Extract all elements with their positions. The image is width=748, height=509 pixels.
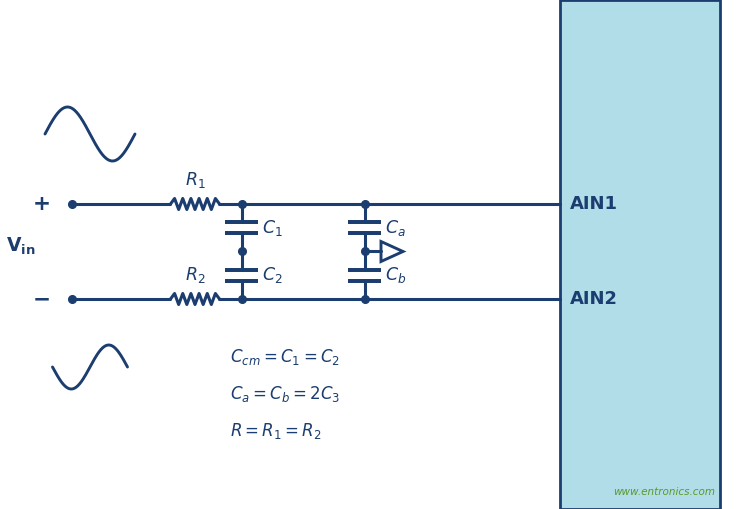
Text: $C_{cm} = C_1 = C_2$: $C_{cm} = C_1 = C_2$ (230, 347, 340, 367)
Text: AIN1: AIN1 (570, 195, 618, 213)
Text: $\mathbf{V_{in}}$: $\mathbf{V_{in}}$ (6, 236, 36, 257)
Text: $C_b$: $C_b$ (385, 265, 406, 285)
Text: −: − (33, 289, 51, 309)
Text: $R_1$: $R_1$ (185, 170, 206, 190)
Text: $R = R_1 = R_2$: $R = R_1 = R_2$ (230, 421, 322, 441)
Text: AIN2: AIN2 (570, 290, 618, 308)
Text: $C_a = C_b = 2C_3$: $C_a = C_b = 2C_3$ (230, 384, 340, 404)
Text: $C_a$: $C_a$ (385, 218, 405, 238)
Text: $R_2$: $R_2$ (185, 265, 205, 285)
Bar (560, 0, 720, 509)
Text: $C_1$: $C_1$ (262, 218, 283, 238)
Text: +: + (33, 194, 51, 214)
Text: $C_2$: $C_2$ (262, 265, 283, 285)
Text: www.entronics.com: www.entronics.com (613, 487, 715, 497)
